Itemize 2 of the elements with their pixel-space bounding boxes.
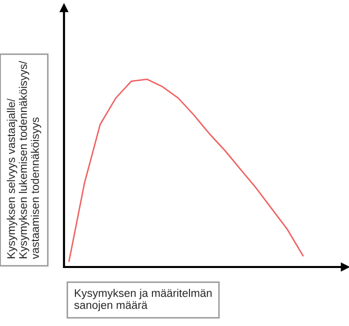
x-axis-title: Kysymyksen ja määritelmän sanojen määrä (74, 288, 212, 312)
y-axis-title: Kysymyksen selvyys vastaajalle/ Kysymyksen lukemisen todennäköisyys/ vastaamisen todennäköisyys (6, 60, 42, 260)
